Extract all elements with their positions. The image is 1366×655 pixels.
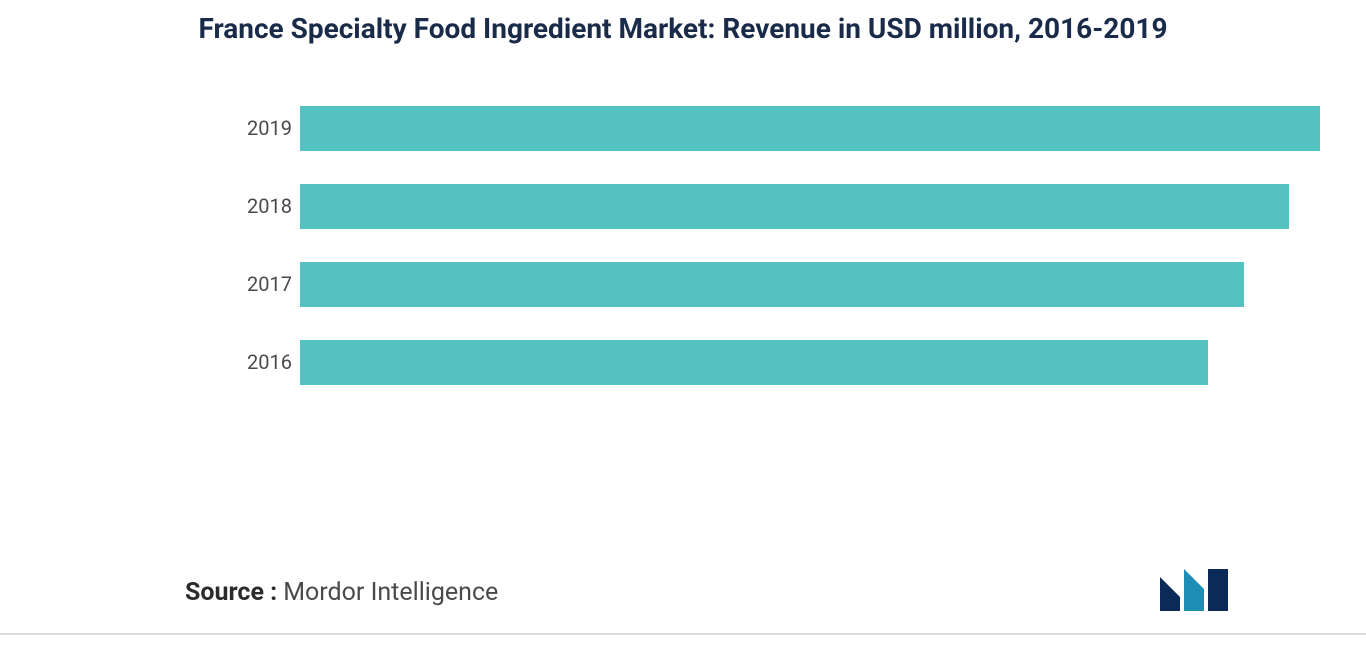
footer-underline: [0, 633, 1366, 635]
bar-track: [300, 262, 1320, 307]
category-label: 2018: [172, 184, 292, 229]
bar-row-2017: 2017: [0, 262, 1366, 307]
bar-2019: [300, 106, 1320, 151]
logo-bar-1: [1160, 577, 1180, 611]
logo-bar-3: [1208, 569, 1228, 611]
bar-row-2018: 2018: [0, 184, 1366, 229]
bar-track: [300, 340, 1320, 385]
bar-2016: [300, 340, 1208, 385]
brand-logo-icon: [1160, 569, 1238, 615]
source-line: Source : Mordor Intelligence: [185, 578, 498, 607]
bar-row-2019: 2019: [0, 106, 1366, 151]
chart-title: France Specialty Food Ingredient Market:…: [0, 12, 1366, 45]
category-label: 2016: [172, 340, 292, 385]
category-label: 2017: [172, 262, 292, 307]
logo-bar-2: [1184, 569, 1204, 611]
source-label: Source :: [185, 578, 277, 607]
bar-row-2016: 2016: [0, 340, 1366, 385]
bar-track: [300, 184, 1320, 229]
bar-2017: [300, 262, 1244, 307]
brand-logo-svg: [1160, 569, 1238, 611]
category-label: 2019: [172, 106, 292, 151]
source-text: Mordor Intelligence: [283, 578, 498, 607]
bar-track: [300, 106, 1320, 151]
bar-2018: [300, 184, 1289, 229]
